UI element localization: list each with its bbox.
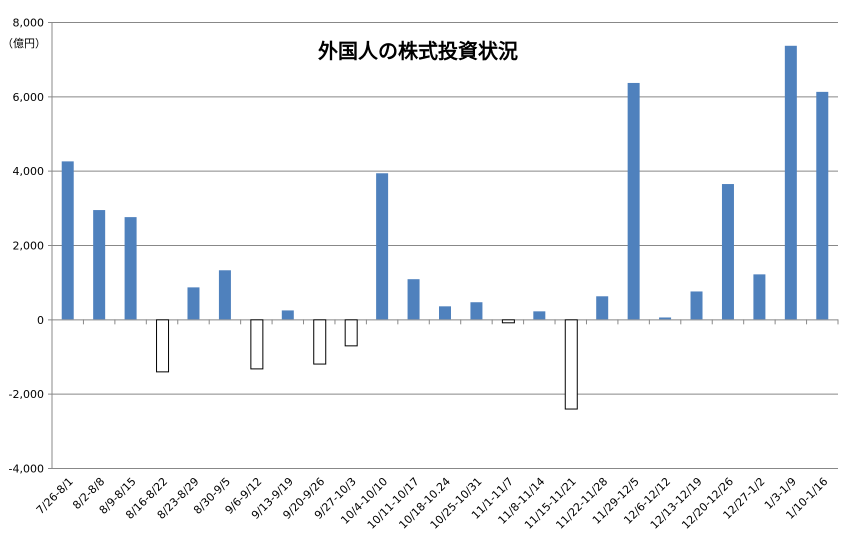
bar	[564, 319, 578, 410]
bar	[784, 45, 797, 320]
gridlines	[48, 22, 838, 469]
bar	[313, 319, 327, 365]
x-tick-label: 7/26-8/1	[34, 475, 76, 517]
bar	[816, 91, 829, 320]
chart-title: 外国人の株式投資状況	[318, 39, 518, 63]
bar	[470, 302, 483, 320]
y-tick-label: 6,000	[13, 91, 45, 104]
y-tick-label: -2,000	[9, 388, 44, 401]
y-tick-label: -4,000	[9, 463, 44, 476]
bar	[218, 270, 231, 320]
bar	[721, 184, 734, 320]
bar	[659, 317, 672, 320]
x-axis-ticks: 7/26-8/18/2-8/88/9-8/158/16-8/228/23-8/2…	[34, 319, 839, 532]
bar	[627, 82, 640, 320]
bar	[250, 319, 264, 370]
y-tick-label: 0	[37, 314, 44, 327]
bar	[596, 296, 609, 320]
bars	[61, 45, 829, 410]
bar	[187, 287, 200, 320]
bar	[124, 217, 137, 320]
y-tick-label: 2,000	[13, 240, 45, 253]
bar	[439, 306, 451, 320]
y-axis-ticks: -4,000 -2,000 0 2,000 4,000 6,000 8,000	[9, 17, 44, 476]
bar	[281, 310, 294, 320]
bar	[344, 319, 358, 347]
bar	[156, 319, 170, 373]
bar	[93, 210, 106, 320]
bar	[61, 161, 74, 320]
bar	[376, 173, 389, 320]
y-tick-label: 8,000	[13, 17, 45, 30]
bar	[533, 311, 546, 320]
unit-label: （億円）	[2, 37, 46, 50]
bar	[501, 319, 515, 324]
bar	[690, 291, 703, 320]
bar	[753, 274, 766, 320]
y-tick-label: 4,000	[13, 165, 45, 178]
bar	[407, 279, 420, 320]
